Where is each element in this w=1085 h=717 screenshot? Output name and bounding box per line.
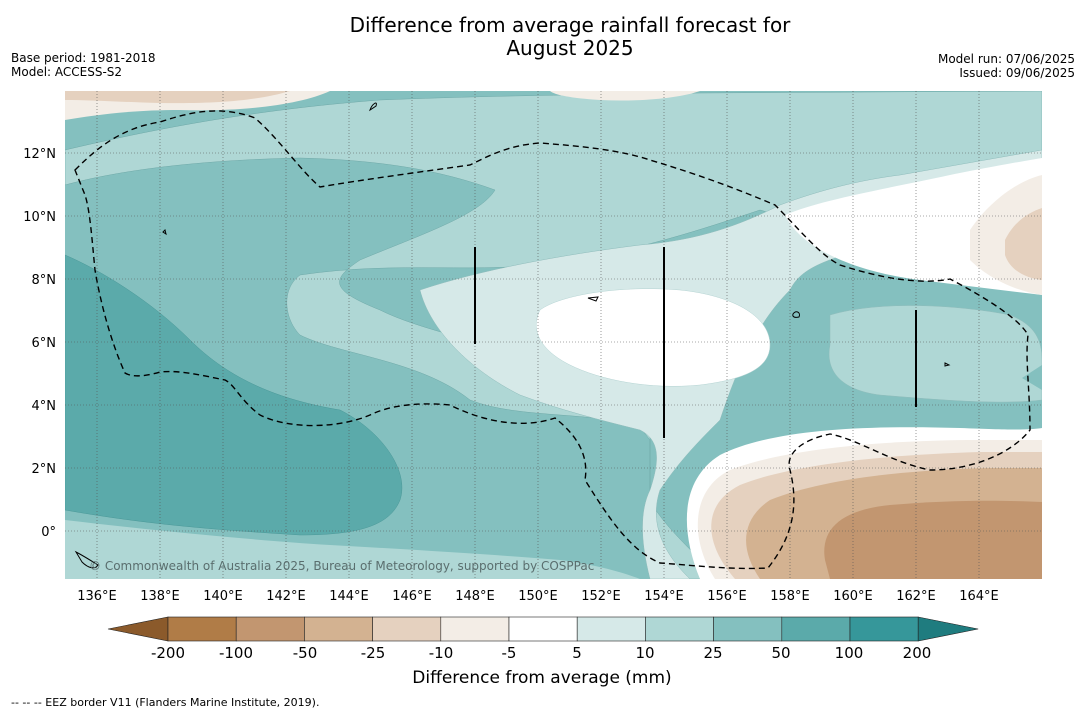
colorbar-tick: 5 — [572, 644, 582, 662]
model-run-text: Model run: 07/06/2025 — [937, 52, 1075, 66]
eez-footnote: -- -- -- EEZ border V11 (Flanders Marine… — [11, 696, 320, 709]
colorbar-tick: -200 — [151, 644, 185, 662]
colorbar-tick: 25 — [703, 644, 722, 662]
longitude-labels: 136°E 138°E 140°E 142°E 144°E 146°E 148°… — [77, 589, 999, 604]
lon-label: 156°E — [707, 589, 747, 604]
colorbar-swatch — [508, 616, 578, 642]
lon-label: 150°E — [518, 589, 558, 604]
band-50-100-west — [65, 254, 403, 536]
lon-label: 160°E — [833, 589, 873, 604]
band-25-50-east — [1022, 365, 1042, 390]
lon-label: 152°E — [581, 589, 621, 604]
island-marker-1 — [369, 102, 377, 112]
title-line-1: Difference from average rainfall forecas… — [349, 13, 791, 37]
colorbar-swatch — [440, 616, 510, 642]
lat-label: 10°N — [23, 210, 56, 225]
lon-label: 142°E — [266, 589, 306, 604]
base-period-text: Base period: 1981-2018 — [11, 51, 156, 65]
colorbar-swatch — [372, 616, 442, 642]
lat-label: 6°N — [32, 336, 57, 351]
band-dry-northwest-25 — [65, 91, 290, 104]
colorbar-tick: -50 — [293, 644, 318, 662]
lon-label: 138°E — [140, 589, 180, 604]
colorbar-tick-labels: -200 -100 -50 -25 -10 -5 5 10 25 50 100 … — [151, 644, 931, 662]
latitude-labels: 12°N 10°N 8°N 6°N 4°N 2°N 0° — [23, 147, 56, 540]
lat-label: 8°N — [32, 273, 57, 288]
band-neutral-center — [536, 288, 771, 387]
left-metadata: Base period: 1981-2018 Model: ACCESS-S2 — [11, 51, 156, 79]
island-marker-5 — [587, 296, 599, 302]
graticule — [65, 91, 1042, 579]
lon-label: 136°E — [77, 589, 117, 604]
lon-label: 144°E — [329, 589, 369, 604]
lat-label: 2°N — [32, 462, 57, 477]
lon-label: 164°E — [959, 589, 999, 604]
colorbar-extend-high — [917, 616, 979, 642]
colorbar-title: Difference from average (mm) — [412, 668, 672, 688]
colorbar-swatch — [781, 616, 851, 642]
right-metadata: Model run: 07/06/2025 Issued: 09/06/2025 — [938, 52, 1075, 80]
colorbar-swatch — [235, 616, 305, 642]
map-title: Difference from average rainfall forecas… — [300, 14, 840, 60]
island-marker-4 — [162, 229, 167, 236]
colorbar-swatch — [713, 616, 783, 642]
copyright-text: © Commonwealth of Australia 2025, Bureau… — [89, 559, 594, 573]
colorbar-tick: 200 — [903, 644, 932, 662]
eez-border-west — [74, 110, 1031, 570]
band-dry-north-center — [550, 91, 700, 101]
band-dry-northeast — [1005, 208, 1042, 280]
colorbar-tick: -10 — [429, 644, 454, 662]
colorbar-tick: -25 — [361, 644, 386, 662]
colorbar-tick: -5 — [502, 644, 517, 662]
issued-text: Issued: 09/06/2025 — [959, 66, 1075, 80]
lon-label: 148°E — [455, 589, 495, 604]
colorbar-tick: 10 — [635, 644, 654, 662]
lon-label: 140°E — [203, 589, 243, 604]
band-dry-southeast-100 — [824, 500, 1042, 579]
island-marker-2 — [792, 311, 800, 318]
island-marker-6 — [74, 550, 99, 569]
lat-label: 12°N — [23, 147, 56, 162]
lon-label: 162°E — [896, 589, 936, 604]
colorbar-swatch — [576, 616, 646, 642]
model-text: Model: ACCESS-S2 — [11, 65, 123, 79]
lat-label: 4°N — [32, 399, 57, 414]
lon-label: 154°E — [644, 589, 684, 604]
colorbar-tick: 100 — [835, 644, 864, 662]
rainfall-map-panel: © Commonwealth of Australia 2025, Bureau… — [65, 91, 1042, 579]
colorbar — [107, 616, 979, 642]
lon-label: 146°E — [392, 589, 432, 604]
colorbar-swatch — [645, 616, 714, 642]
colorbar-tick: 50 — [771, 644, 790, 662]
colorbar-swatch — [167, 616, 237, 642]
band-10-25-south — [65, 520, 640, 579]
colorbar-swatch — [849, 616, 919, 642]
colorbar-extend-low — [107, 616, 169, 642]
band-10-25-east — [828, 305, 1042, 403]
title-line-2: August 2025 — [506, 36, 634, 60]
lat-label: 0° — [41, 525, 56, 540]
island-marker-3 — [944, 362, 951, 367]
lon-label: 158°E — [770, 589, 810, 604]
colorbar-tick: -100 — [219, 644, 253, 662]
colorbar-swatch — [304, 616, 373, 642]
